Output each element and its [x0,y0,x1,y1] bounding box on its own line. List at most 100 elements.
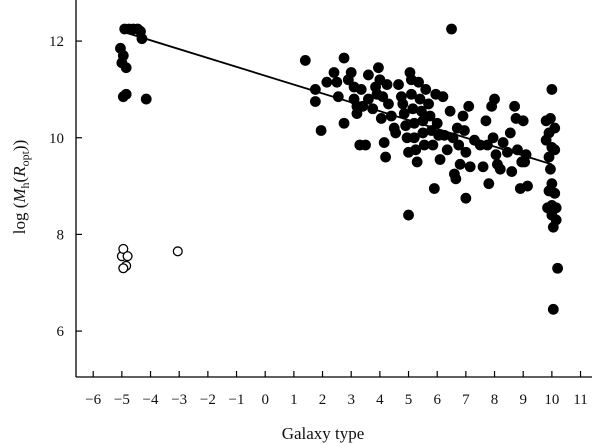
filled-data-point [332,91,344,103]
filled-data-point [481,139,493,151]
filled-data-point [405,88,417,100]
x-tick-label: 8 [491,392,499,408]
open-data-point [172,246,183,257]
filled-data-point [378,137,390,148]
filled-data-point [546,178,558,190]
filled-data-point [398,108,410,119]
y-axis-title-open: ( [10,176,29,182]
filled-data-point [331,76,343,88]
filled-data-point [446,23,457,35]
x-tick-label: 11 [573,392,587,408]
y-ticks: 6 8 10 12 [49,34,82,340]
x-tick-label: 10 [544,392,559,408]
filled-data-point [547,303,559,315]
filled-data-point [543,151,555,163]
filled-data-point [463,100,475,112]
filled-data-point [411,156,423,168]
y-axis-title-sub: h [18,182,32,188]
x-tick-label: 4 [376,392,384,408]
x-tick-label: 0 [261,392,269,408]
y-tick-label: 10 [49,131,64,147]
filled-data-point [377,91,389,103]
filled-data-point [552,262,563,274]
filled-data-point [136,33,148,45]
filled-data-point [385,110,397,122]
filled-data-point [497,137,509,148]
filled-data-point [504,127,516,139]
filled-data-point [447,132,459,144]
filled-data-point [520,149,532,161]
x-tick-label: −4 [143,392,159,408]
filled-data-point [309,84,321,95]
filled-data-point [299,55,311,66]
filled-data-point [381,79,393,90]
filled-data-point [410,144,422,156]
filled-data-point [140,93,152,105]
filled-data-point [321,76,333,88]
filled-data-point [477,161,489,173]
open-data-point [122,251,133,262]
filled-data-point [424,110,436,122]
filled-data-point [549,122,561,134]
x-tick-label: −5 [114,392,130,408]
x-ticks: −6 −5 −4 −3 −2 −1 0 1 2 3 4 5 6 7 8 9 10 11 [85,371,588,408]
x-tick-label: 1 [290,392,298,408]
filled-data-point [397,98,409,110]
open-data-point [118,263,129,274]
filled-data-point [414,93,426,105]
filled-data-point [423,98,435,110]
filled-data-point [120,88,132,100]
filled-data-point [390,127,402,139]
filled-data-point [362,69,374,81]
axes [75,0,592,378]
filled-data-point [459,125,470,136]
filled-data-point [413,76,424,88]
filled-data-point [545,113,556,124]
filled-data-point [355,84,367,95]
y-tick-label: 12 [49,34,64,50]
x-tick-label: −2 [200,392,216,408]
filled-data-point [338,52,350,64]
filled-data-point [453,139,465,151]
filled-data-point [550,202,562,214]
filled-data-point [315,125,327,136]
filled-data-point [338,117,350,129]
x-tick-label: 5 [405,392,413,408]
y-axis-title: log (Mh(Ropt)) [10,140,32,235]
y-axis-title-symbol: M [10,188,29,204]
filled-data-point [434,154,446,165]
filled-data-point [454,158,466,170]
filled-data-point [487,132,499,144]
x-tick-label: 3 [347,392,355,408]
filled-data-point [444,105,456,117]
filled-data-point [480,115,492,127]
x-tick-label: 9 [519,392,527,408]
filled-data-point [428,183,440,194]
y-tick-label: 6 [57,324,65,340]
y-tick-label: 8 [57,227,65,243]
filled-data-point [120,62,132,74]
filled-data-point [345,67,357,78]
x-tick-label: −1 [229,392,245,408]
filled-data-point [457,110,469,122]
filled-data-point [464,161,476,173]
filled-data-point [441,144,453,156]
x-tick-label: −6 [85,392,101,408]
y-axis-title-sub2: opt [18,150,32,166]
x-tick-label: 7 [462,392,470,408]
filled-data-point [380,151,392,163]
filled-data-point [546,84,558,95]
filled-data-point [420,84,432,95]
filled-data-point [367,103,379,115]
filled-data-point [460,146,472,158]
open-data-point [118,243,129,254]
filled-data-point [460,192,472,204]
filled-data-point [375,113,387,124]
x-axis-title: Galaxy type [282,424,365,443]
y-axis-title-symbol2: R [10,166,29,178]
filled-data-point [328,67,340,78]
filled-data-point [393,79,404,90]
filled-data-point [509,100,520,112]
filled-data-point [403,209,414,221]
